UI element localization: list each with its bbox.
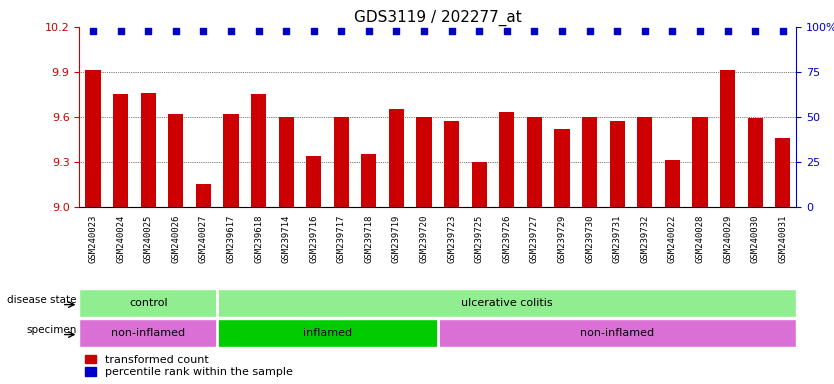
Point (417, 28, 430, 35)
Bar (113, 94, 128, 207)
Point (362, 28, 375, 35)
Text: disease state: disease state (8, 295, 77, 305)
Point (334, 28, 348, 35)
Bar (610, 121, 625, 207)
Bar (444, 121, 460, 207)
Point (87, 28, 100, 35)
Bar (306, 156, 321, 207)
Bar (527, 117, 542, 207)
Text: non-inflamed: non-inflamed (580, 328, 654, 338)
FancyBboxPatch shape (438, 319, 796, 347)
Bar (251, 94, 266, 207)
Text: GSM239617: GSM239617 (227, 215, 235, 263)
Point (500, 28, 514, 35)
Bar (279, 117, 294, 207)
Bar (500, 113, 515, 207)
Text: non-inflamed: non-inflamed (111, 328, 185, 338)
Point (473, 28, 486, 35)
Point (142, 28, 155, 35)
Text: GSM239730: GSM239730 (585, 215, 594, 263)
Point (638, 28, 651, 35)
Text: GSM240026: GSM240026 (171, 215, 180, 263)
Text: GSM239726: GSM239726 (502, 215, 511, 263)
Text: GSM239720: GSM239720 (420, 215, 429, 263)
Text: GSM239717: GSM239717 (337, 215, 346, 263)
Text: specimen: specimen (27, 325, 77, 335)
Bar (334, 117, 349, 207)
Bar (416, 117, 432, 207)
Text: GSM239714: GSM239714 (282, 215, 290, 263)
Text: GSM240031: GSM240031 (778, 215, 787, 263)
Text: GSM239723: GSM239723 (447, 215, 456, 263)
Bar (555, 129, 570, 207)
Bar (472, 162, 487, 207)
Point (445, 28, 459, 35)
Bar (665, 161, 680, 207)
Point (748, 28, 761, 35)
Bar (747, 118, 762, 207)
Text: inflamed: inflamed (303, 328, 352, 338)
Point (279, 28, 293, 35)
Point (583, 28, 596, 35)
Point (721, 28, 734, 35)
Bar (168, 114, 183, 207)
Text: GSM239732: GSM239732 (641, 215, 649, 263)
Text: control: control (129, 298, 168, 308)
Point (197, 28, 210, 35)
Text: GSM240023: GSM240023 (88, 215, 98, 263)
Point (528, 28, 541, 35)
Bar (141, 93, 156, 207)
Text: GSM240024: GSM240024 (116, 215, 125, 263)
Point (666, 28, 679, 35)
FancyBboxPatch shape (217, 290, 796, 317)
Text: GSM239731: GSM239731 (613, 215, 621, 263)
Text: GSM239718: GSM239718 (364, 215, 374, 263)
Legend: transformed count, percentile rank within the sample: transformed count, percentile rank withi… (85, 355, 293, 377)
Text: GSM240027: GSM240027 (198, 215, 208, 263)
Text: GSM240025: GSM240025 (143, 215, 153, 263)
Text: GSM239725: GSM239725 (475, 215, 484, 263)
Bar (582, 117, 597, 207)
Text: GSM239618: GSM239618 (254, 215, 263, 263)
Text: GSM239729: GSM239729 (557, 215, 566, 263)
Bar (361, 154, 376, 207)
Point (610, 28, 624, 35)
Point (389, 28, 403, 35)
Point (555, 28, 569, 35)
Point (224, 28, 238, 35)
FancyBboxPatch shape (79, 290, 217, 317)
Bar (637, 117, 652, 207)
Point (693, 28, 706, 35)
Text: GSM239727: GSM239727 (530, 215, 539, 263)
Text: GSM240022: GSM240022 (668, 215, 677, 263)
Text: GSM239719: GSM239719 (392, 215, 401, 263)
Point (307, 28, 320, 35)
Title: GDS3119 / 202277_at: GDS3119 / 202277_at (354, 9, 522, 25)
Bar (85, 70, 101, 207)
Point (776, 28, 789, 35)
Text: ulcerative colitis: ulcerative colitis (461, 298, 553, 308)
Bar (775, 138, 791, 207)
Bar (692, 117, 707, 207)
Bar (196, 184, 211, 207)
Point (169, 28, 183, 35)
Bar (720, 70, 735, 207)
FancyBboxPatch shape (79, 319, 217, 347)
Bar (389, 109, 404, 207)
Bar (224, 114, 239, 207)
Text: GSM240028: GSM240028 (696, 215, 705, 263)
Text: GSM240030: GSM240030 (751, 215, 760, 263)
FancyBboxPatch shape (217, 319, 438, 347)
Text: GSM239716: GSM239716 (309, 215, 319, 263)
Text: GSM240029: GSM240029 (723, 215, 732, 263)
Point (114, 28, 128, 35)
Point (252, 28, 265, 35)
